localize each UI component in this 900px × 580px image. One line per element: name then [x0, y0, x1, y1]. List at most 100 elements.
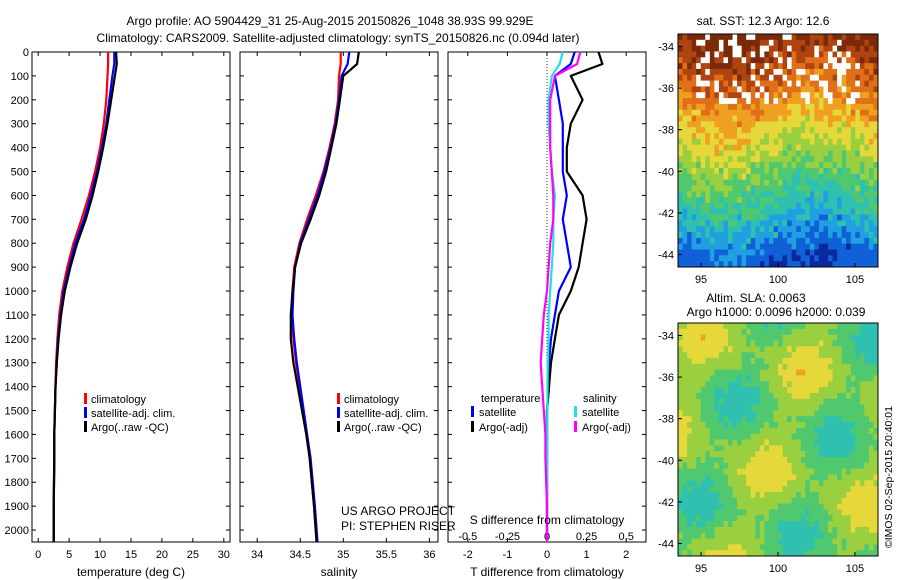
- map-cell: [759, 173, 765, 181]
- map-cell: [705, 63, 711, 70]
- map-cell: [741, 127, 747, 134]
- map-cell: [764, 323, 770, 330]
- map-cell: [755, 328, 761, 336]
- map-cell: [864, 173, 870, 181]
- map-cell: [728, 515, 733, 522]
- map-cell: [859, 491, 865, 499]
- map-cell: [850, 208, 856, 215]
- map-cell: [723, 167, 729, 175]
- map-cell: [768, 34, 774, 41]
- map-cell: [855, 503, 861, 510]
- map-cell: [700, 133, 706, 140]
- map-cell: [678, 121, 683, 128]
- map-cell: [818, 363, 824, 370]
- legend-swatch-sal-satellite: [574, 406, 577, 417]
- map-cell: [764, 538, 770, 545]
- map-cell: [741, 328, 747, 336]
- map-cell: [809, 249, 815, 256]
- map-cell: [705, 439, 711, 446]
- map-cell: [778, 144, 783, 151]
- map-cell: [700, 191, 706, 198]
- map-cell: [791, 509, 797, 516]
- map-cell: [723, 156, 729, 163]
- map-cell: [850, 387, 856, 394]
- map-cell: [800, 503, 806, 510]
- map-cell: [682, 45, 688, 52]
- map-cell: [846, 167, 852, 175]
- map-cell: [859, 103, 865, 111]
- map-cell: [846, 416, 852, 423]
- map-cell: [850, 357, 856, 365]
- map-cell: [709, 109, 715, 116]
- map-cell: [732, 468, 738, 475]
- map-cell: [732, 138, 738, 146]
- map-cell: [728, 34, 733, 41]
- map-cell: [728, 521, 733, 528]
- map-cell: [696, 144, 702, 151]
- map-cell: [841, 185, 847, 192]
- map-cell: [691, 445, 697, 452]
- map-cell: [809, 526, 815, 534]
- map-cell: [718, 39, 724, 47]
- map-cell: [791, 197, 797, 204]
- map-cell: [718, 439, 724, 446]
- map-cell: [828, 63, 833, 70]
- map-cell: [846, 550, 852, 557]
- map-cell: [718, 456, 724, 464]
- map-cell: [696, 92, 702, 99]
- map-cell: [678, 185, 683, 192]
- map-cell: [787, 208, 793, 215]
- map-cell: [696, 398, 702, 405]
- map-cell: [746, 416, 752, 423]
- map-cell: [846, 340, 852, 347]
- map-cell: [759, 138, 765, 146]
- map-cell: [855, 34, 861, 41]
- map-cell: [682, 115, 688, 122]
- map-cell: [778, 103, 783, 111]
- map-cell: [768, 255, 774, 262]
- map-cell: [728, 503, 733, 510]
- map-cell: [759, 509, 765, 516]
- map-cell: [782, 167, 788, 175]
- map-cell: [823, 57, 829, 64]
- map-cell: [796, 544, 802, 551]
- map-cell: [868, 103, 874, 111]
- map-cell: [768, 173, 774, 181]
- map-cell: [850, 138, 856, 146]
- map-cell: [723, 68, 729, 76]
- map-cell: [796, 346, 802, 353]
- map-cell: [855, 538, 861, 545]
- map-cell: [823, 398, 829, 405]
- map-cell: [846, 521, 852, 528]
- map-cell: [855, 103, 861, 111]
- map-cell: [696, 480, 702, 487]
- map-cell: [800, 74, 806, 82]
- map-cell: [700, 515, 706, 522]
- legend-swatch-argo: [337, 421, 340, 432]
- map-cell: [696, 68, 702, 76]
- map-cell: [818, 255, 824, 262]
- map-cell: [696, 103, 702, 111]
- x-tick-label: 0: [35, 549, 41, 561]
- map-cell: [709, 57, 715, 64]
- map-cell: [846, 328, 852, 336]
- map-cell: [818, 51, 824, 58]
- map-cell: [796, 237, 802, 245]
- map-cell: [714, 103, 720, 111]
- map-cell: [728, 462, 733, 470]
- map-cell: [832, 509, 838, 516]
- map-cell: [818, 474, 824, 481]
- map-cell: [828, 532, 833, 539]
- map-cell: [873, 532, 879, 539]
- map-cell: [837, 357, 843, 365]
- map-cell: [723, 214, 729, 221]
- map-cell: [873, 451, 879, 458]
- map-cell: [682, 173, 688, 181]
- map-cell: [768, 323, 774, 330]
- map-cell: [768, 98, 774, 105]
- map-cell: [773, 387, 779, 394]
- map-cell: [791, 103, 797, 111]
- map-cell: [800, 474, 806, 481]
- map-cell: [841, 191, 847, 198]
- map-cell: [805, 185, 811, 192]
